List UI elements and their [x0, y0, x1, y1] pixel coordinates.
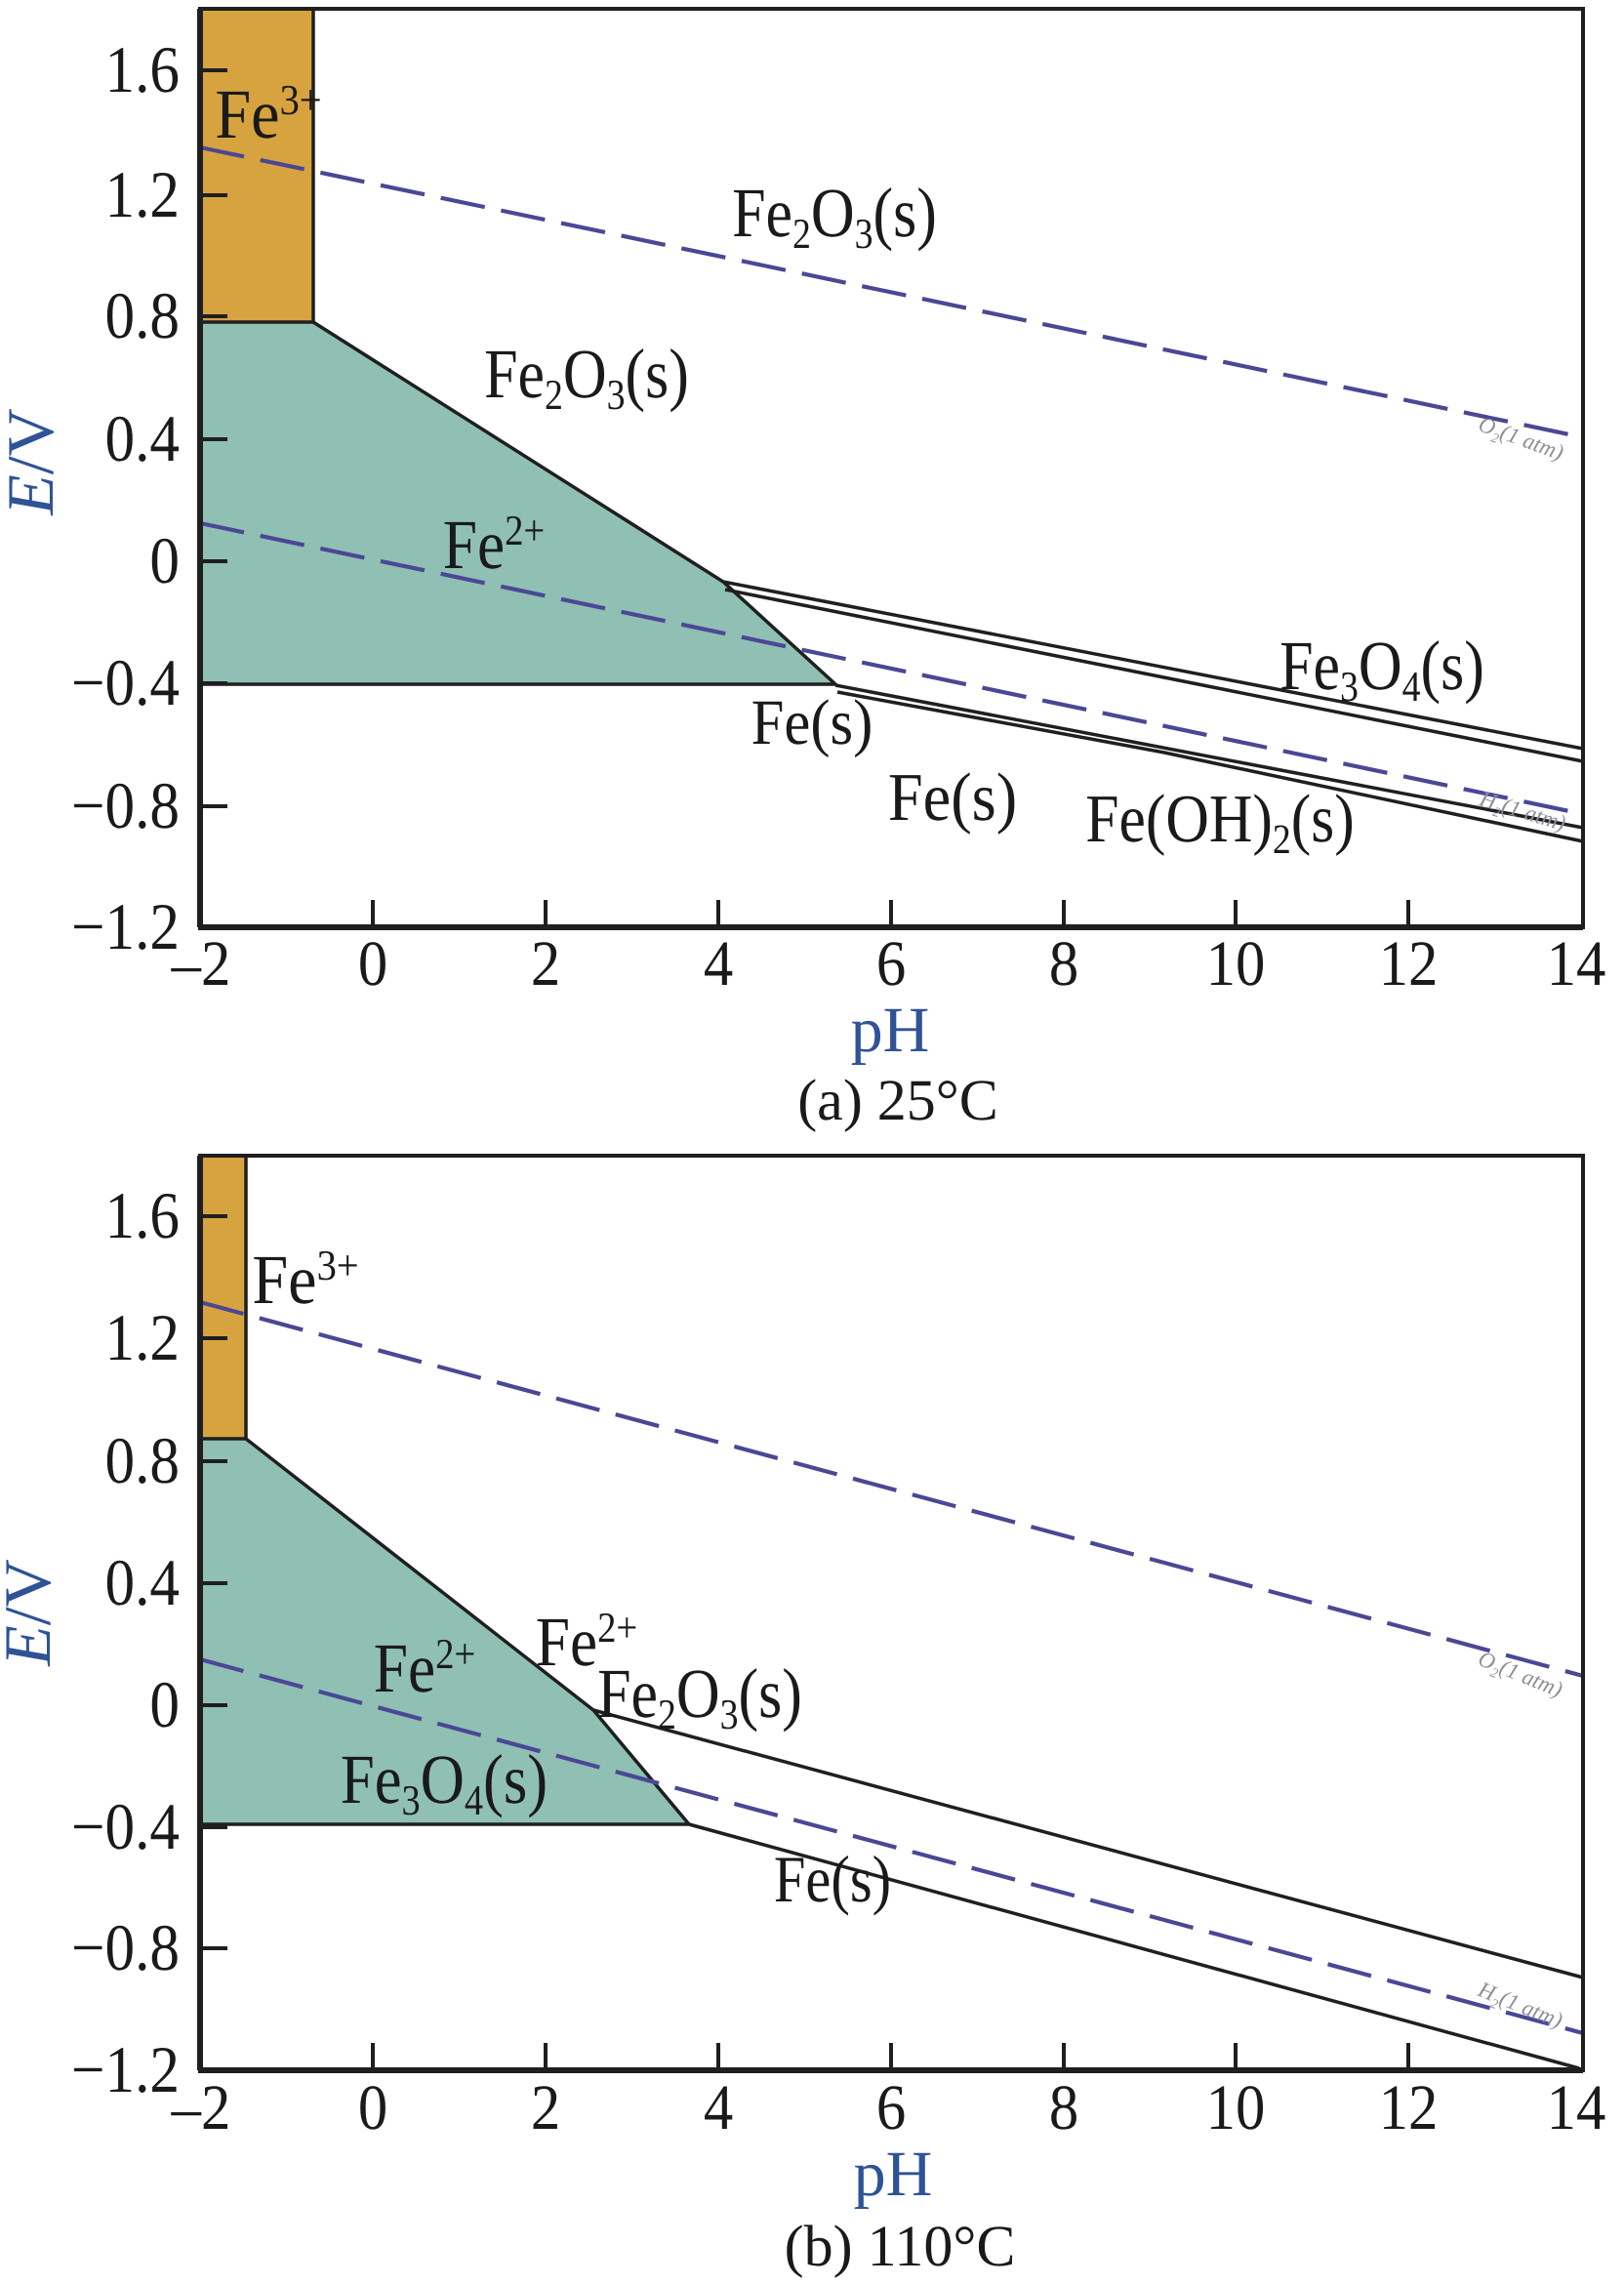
svg-text:14: 14 [1547, 928, 1606, 1000]
svg-text:Fe2+: Fe2+ [374, 1629, 476, 1707]
svg-text:1.2: 1.2 [105, 157, 181, 231]
svg-text:Fe2+: Fe2+ [443, 506, 546, 584]
svg-text:0: 0 [358, 928, 387, 1000]
svg-text:Fe2O3(s): Fe2O3(s) [597, 1654, 802, 1738]
svg-text:E/V: E/V [0, 1559, 64, 1667]
svg-text:pH: pH [854, 2139, 933, 2210]
svg-text:−0.8: −0.8 [71, 1910, 180, 1984]
svg-text:2: 2 [531, 928, 560, 1000]
svg-text:1.6: 1.6 [105, 1178, 181, 1252]
svg-text:4: 4 [704, 928, 733, 1000]
svg-text:(b) 110°C: (b) 110°C [785, 2214, 1016, 2278]
svg-text:E/V: E/V [0, 408, 67, 516]
svg-text:−0.4: −0.4 [71, 645, 180, 719]
svg-text:0: 0 [149, 1667, 180, 1741]
svg-text:12: 12 [1379, 928, 1439, 1000]
svg-text:Fe3O4(s): Fe3O4(s) [341, 1740, 548, 1824]
svg-text:1.6: 1.6 [105, 32, 181, 106]
svg-text:(a) 25°C: (a) 25°C [797, 1068, 998, 1132]
svg-text:0.4: 0.4 [105, 401, 181, 475]
svg-text:Fe(s): Fe(s) [751, 687, 873, 758]
svg-text:Fe(s): Fe(s) [774, 1842, 891, 1916]
svg-text:2: 2 [531, 2072, 560, 2143]
svg-text:Fe2O3(s): Fe2O3(s) [484, 335, 689, 419]
svg-text:10: 10 [1206, 2072, 1266, 2143]
svg-text:−1.2: −1.2 [71, 2032, 180, 2106]
svg-text:4: 4 [704, 2072, 733, 2143]
svg-text:8: 8 [1049, 2072, 1078, 2143]
svg-text:−1.2: −1.2 [71, 889, 180, 963]
svg-text:Fe2O3(s): Fe2O3(s) [732, 174, 937, 258]
svg-text:0: 0 [358, 2072, 387, 2143]
svg-text:0.8: 0.8 [105, 1423, 181, 1497]
svg-text:Fe3+: Fe3+ [215, 75, 321, 153]
svg-text:Fe3O4(s): Fe3O4(s) [1279, 627, 1484, 711]
svg-text:0.4: 0.4 [105, 1545, 181, 1619]
svg-text:–2: –2 [171, 2072, 231, 2143]
svg-text:Fe(s): Fe(s) [888, 760, 1017, 836]
svg-text:0.8: 0.8 [105, 278, 181, 352]
svg-text:Fe3+: Fe3+ [252, 1241, 358, 1319]
svg-text:−0.8: −0.8 [71, 768, 180, 842]
svg-text:8: 8 [1049, 928, 1078, 1000]
svg-text:10: 10 [1206, 928, 1266, 1000]
svg-text:–2: –2 [171, 928, 231, 1000]
svg-text:12: 12 [1379, 2072, 1439, 2143]
svg-text:14: 14 [1547, 2072, 1606, 2143]
svg-text:1.2: 1.2 [105, 1300, 181, 1374]
svg-text:6: 6 [876, 928, 906, 1000]
svg-text:pH: pH [851, 995, 930, 1066]
svg-text:0: 0 [149, 523, 180, 597]
svg-text:−0.4: −0.4 [71, 1789, 180, 1863]
svg-text:Fe2+: Fe2+ [536, 1603, 638, 1681]
svg-text:6: 6 [876, 2072, 906, 2143]
svg-text:Fe(OH)2(s): Fe(OH)2(s) [1085, 782, 1355, 863]
